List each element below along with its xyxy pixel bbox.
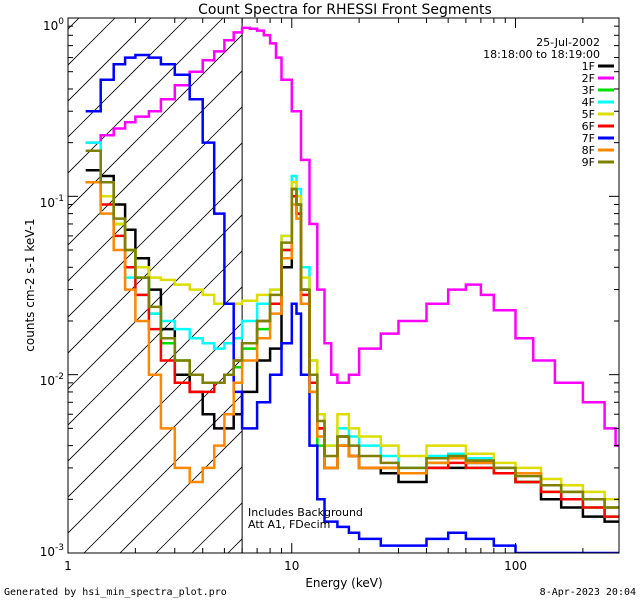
series-line-4F [85, 141, 619, 509]
annotation-attenuator: Att A1, FDecim [248, 518, 330, 531]
y-tick-label-1e-3: 10-3 [40, 543, 64, 559]
shaded-region [68, 18, 243, 553]
legend-label-8F: 8F [582, 144, 595, 157]
y-axis-label: counts cm-2 s-1 keV-1 [23, 218, 37, 351]
footer-generated-by: Generated by hsi_min_spectra_plot.pro [4, 587, 227, 598]
axis-ticks [67, 17, 619, 554]
legend-label-2F: 2F [582, 72, 595, 85]
x-tick-label-10: 10 [284, 559, 299, 573]
x-axis-label: Energy (keV) [305, 576, 382, 590]
series-line-9F [85, 149, 619, 509]
legend-label-1F: 1F [582, 60, 595, 73]
legend-label-6F: 6F [582, 120, 595, 133]
legend-label-9F: 9F [582, 156, 595, 169]
series-line-2F [85, 26, 619, 447]
series-layer [85, 18, 619, 553]
legend-label-7F: 7F [582, 132, 595, 145]
series-line-8F [85, 180, 619, 509]
legend-time-range: 18:18:00 to 18:19:00 [483, 48, 600, 61]
series-line-5F [85, 180, 619, 501]
series-line-3F [85, 180, 619, 518]
annotation-background: Includes Background [248, 506, 363, 519]
legend-label-4F: 4F [582, 96, 595, 109]
y-tick-label-1e0: 100 [43, 17, 64, 33]
x-tick-label-100: 100 [504, 559, 527, 573]
legend-label-3F: 3F [582, 84, 595, 97]
plot-frame [67, 17, 620, 554]
y-tick-label-1e-1: 10-1 [40, 194, 64, 210]
footer-date: 8-Apr-2023 20:04 [540, 587, 636, 598]
series-line-6F [85, 180, 619, 518]
legend-label-5F: 5F [582, 108, 595, 121]
x-tick-label-1: 1 [64, 559, 72, 573]
chart-title: Count Spectra for RHESSI Front Segments [198, 2, 492, 18]
series-line-7F [85, 53, 619, 553]
y-tick-label-1e-2: 10-2 [40, 372, 64, 388]
legend-date: 25-Jul-2002 [536, 36, 600, 49]
